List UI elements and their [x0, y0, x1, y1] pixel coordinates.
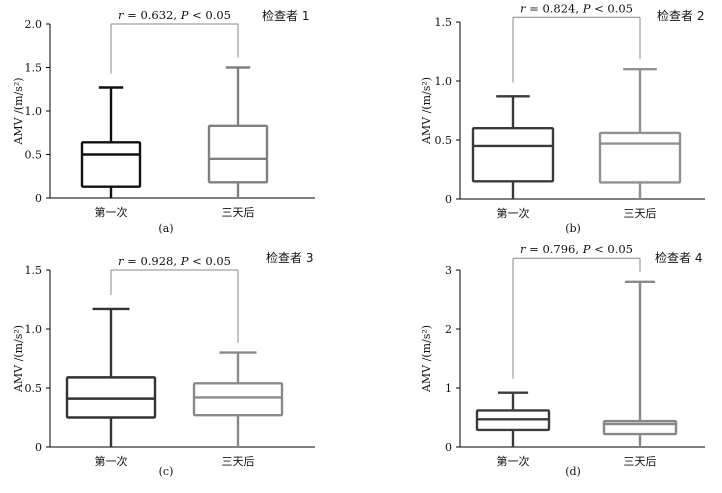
panel-4-examiner-label: 检查者 4 [655, 250, 702, 265]
panel-1-y-tick-label: 0.5 [25, 149, 43, 162]
panel-3-y-tick-label: 1.0 [25, 323, 43, 336]
panel-2-examiner-label: 检查者 2 [657, 8, 704, 23]
panel-3-panel-label: (c) [159, 465, 174, 478]
panel-2-panel-label: (b) [565, 222, 581, 235]
panel-2-stat-annotation: r = 0.824, P < 0.05 [520, 1, 633, 15]
panel-4-y-tick-label: 2 [445, 323, 452, 336]
panel-4-y-axis-title: AMV /(m/s²) [420, 325, 433, 393]
panel-2-y-axis-title: AMV /(m/s²) [420, 77, 433, 145]
panel-3-x-tick-label: 第一次 [95, 454, 128, 468]
panel-1-x-tick-label: 三天后 [222, 206, 255, 219]
panel-3-box [192, 382, 284, 417]
panel-3-stat-annotation: r = 0.928, P < 0.05 [118, 254, 231, 268]
panel-1-x-tick-label: 第一次 [95, 205, 128, 219]
panel-4-y-tick-label: 3 [445, 264, 452, 277]
panel-4-y-tick-label: 0 [445, 441, 452, 454]
panel-4-x-tick-label: 三天后 [624, 455, 657, 468]
panel-4-x-tick-label: 第一次 [497, 454, 530, 468]
panel-2-x-tick-label: 第一次 [497, 206, 530, 220]
panel-1-panel-label: (a) [158, 222, 173, 235]
panel-2-y-tick-label: 1.0 [435, 75, 453, 88]
panel-1-y-tick-label: 1.0 [25, 105, 43, 118]
panel-3-examiner-label: 检查者 3 [266, 250, 313, 265]
panel-2-box [598, 131, 682, 184]
panel-2-y-tick-label: 1.5 [435, 16, 453, 29]
panel-3-y-axis-title: AMV /(m/s²) [12, 325, 25, 393]
panel-3-x-tick-label: 三天后 [222, 455, 255, 468]
panel-3-y-tick-label: 1.5 [25, 264, 43, 277]
panel-4-panel-label: (d) [565, 465, 581, 478]
panel-1-examiner-label: 检查者 1 [262, 8, 309, 23]
panel-1-y-axis-title: AMV /(m/s²) [12, 77, 25, 145]
panel-1-stat-annotation: r = 0.632, P < 0.05 [118, 8, 231, 22]
panel-2-box [471, 126, 555, 183]
panel-2-y-tick-label: 0 [445, 193, 452, 206]
panel-2-y-tick-label: 0.5 [435, 134, 453, 147]
panel-1-box [207, 124, 269, 184]
panel-4-stat-annotation: r = 0.796, P < 0.05 [520, 242, 633, 256]
panel-1-y-tick-label: 0 [35, 192, 42, 205]
panel-3-y-tick-label: 0.5 [25, 382, 43, 395]
panel-1-box [80, 141, 142, 188]
panel-4-box [602, 419, 678, 436]
panel-4-y-tick-label: 1 [445, 382, 452, 395]
panel-1-y-tick-label: 1.5 [25, 62, 43, 75]
panel-3-y-tick-label: 0 [35, 441, 42, 454]
panel-1-y-tick-label: 2.0 [25, 18, 43, 31]
panel-2-x-tick-label: 三天后 [624, 207, 657, 220]
